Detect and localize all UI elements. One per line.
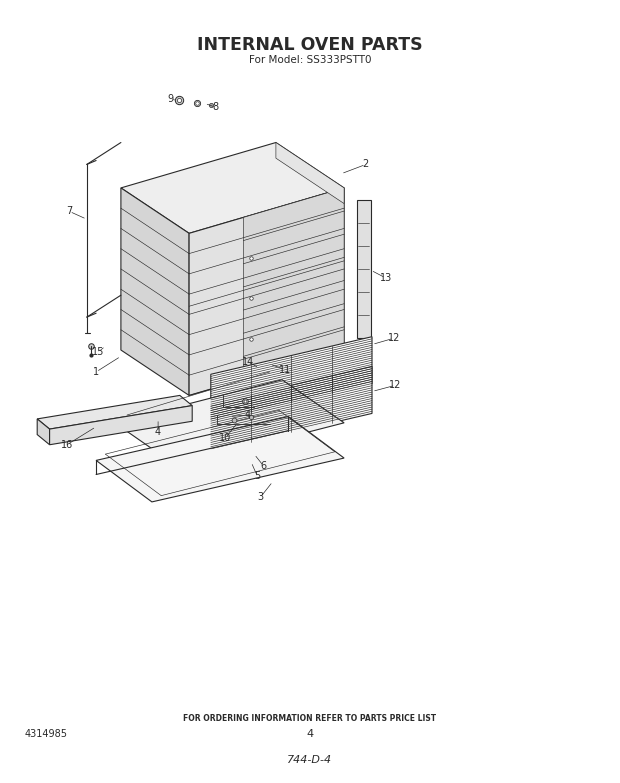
Text: 4: 4 bbox=[155, 428, 161, 437]
Polygon shape bbox=[50, 406, 192, 445]
Polygon shape bbox=[211, 337, 372, 421]
Polygon shape bbox=[115, 380, 344, 466]
Text: 13: 13 bbox=[379, 273, 392, 283]
Text: 5: 5 bbox=[254, 471, 260, 481]
Polygon shape bbox=[211, 366, 372, 451]
Text: 4: 4 bbox=[306, 729, 314, 738]
Text: 2: 2 bbox=[363, 160, 369, 169]
Text: 4314985: 4314985 bbox=[25, 729, 68, 738]
Polygon shape bbox=[189, 188, 344, 395]
Polygon shape bbox=[37, 419, 50, 445]
Polygon shape bbox=[243, 188, 344, 380]
Text: 16: 16 bbox=[61, 440, 73, 449]
Text: 10: 10 bbox=[219, 434, 231, 443]
Text: 6: 6 bbox=[260, 461, 267, 471]
Polygon shape bbox=[37, 395, 192, 429]
Text: 4: 4 bbox=[245, 410, 251, 420]
Text: 14: 14 bbox=[242, 357, 254, 366]
Text: 15: 15 bbox=[92, 348, 104, 357]
Polygon shape bbox=[189, 350, 344, 395]
Text: 9: 9 bbox=[167, 95, 174, 104]
Text: 744-D-4: 744-D-4 bbox=[288, 755, 332, 764]
Polygon shape bbox=[276, 143, 344, 204]
Polygon shape bbox=[96, 417, 344, 502]
Polygon shape bbox=[121, 143, 344, 233]
Text: 1: 1 bbox=[93, 367, 99, 377]
Text: FOR ORDERING INFORMATION REFER TO PARTS PRICE LIST: FOR ORDERING INFORMATION REFER TO PARTS … bbox=[184, 714, 436, 723]
Text: 8: 8 bbox=[213, 103, 219, 112]
Text: 3: 3 bbox=[257, 493, 264, 502]
Text: 12: 12 bbox=[389, 381, 402, 390]
Text: 7: 7 bbox=[66, 207, 73, 216]
Text: For Model: SS333PSTT0: For Model: SS333PSTT0 bbox=[249, 55, 371, 64]
Text: INTERNAL OVEN PARTS: INTERNAL OVEN PARTS bbox=[197, 37, 423, 54]
Text: 11: 11 bbox=[279, 365, 291, 374]
Polygon shape bbox=[121, 188, 189, 395]
Polygon shape bbox=[356, 200, 371, 338]
Text: 12: 12 bbox=[388, 334, 400, 343]
